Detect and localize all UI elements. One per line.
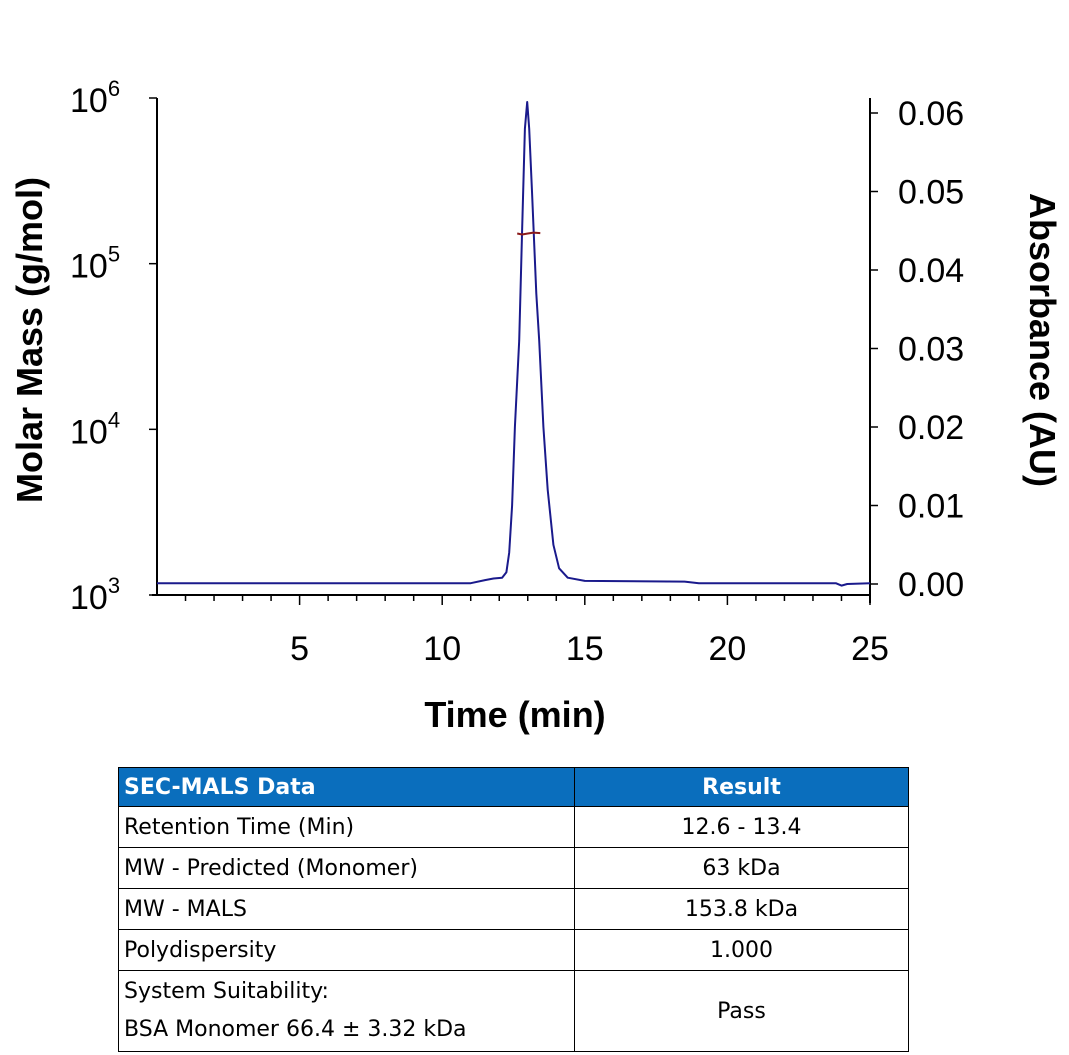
y-right-tick-label: 0.00 (898, 566, 964, 604)
row-label: MW - Predicted (Monomer) (118, 847, 575, 889)
y-right-tick-label: 0.04 (898, 252, 964, 290)
x-axis-title: Time (min) (424, 694, 605, 735)
table-row: Polydispersity 1.000 (118, 929, 909, 971)
row-value: 12.6 - 13.4 (574, 806, 909, 848)
y-left-tick-label: 104 (70, 407, 120, 451)
row-value: 153.8 kDa (574, 888, 909, 930)
x-tick-label: 25 (851, 630, 889, 668)
y-right-tick-label: 0.06 (898, 95, 964, 133)
header-data: SEC-MALS Data (118, 767, 575, 807)
x-tick-label: 10 (423, 630, 461, 668)
x-tick-label: 15 (566, 630, 604, 668)
results-table: SEC-MALS Data Result Retention Time (Min… (118, 767, 909, 1052)
y-right-tick-label: 0.05 (898, 174, 964, 212)
table-header-row: SEC-MALS Data Result (118, 767, 909, 807)
y-left-axis-title: Molar Mass (g/mol) (9, 177, 50, 503)
row-label-line1: System Suitability: (124, 979, 329, 1004)
row-label-line2: BSA Monomer 66.4 ± 3.32 kDa (124, 1017, 467, 1042)
absorbance-line (157, 101, 871, 587)
table-row: MW - Predicted (Monomer) 63 kDa (118, 847, 909, 889)
row-label: System Suitability: BSA Monomer 66.4 ± 3.… (118, 970, 575, 1052)
row-label: MW - MALS (118, 888, 575, 930)
header-result: Result (574, 767, 909, 807)
row-label: Polydispersity (118, 929, 575, 971)
y-right-tick-label: 0.02 (898, 409, 964, 447)
y-left-tick-label: 106 (70, 76, 120, 120)
y-left-tick-label: 105 (70, 242, 120, 286)
row-label: Retention Time (Min) (118, 806, 575, 848)
row-value: Pass (574, 970, 909, 1052)
table-row: System Suitability: BSA Monomer 66.4 ± 3.… (118, 970, 909, 1052)
row-value: 1.000 (574, 929, 909, 971)
y-right-tick-label: 0.03 (898, 331, 964, 369)
table-row: Retention Time (Min) 12.6 - 13.4 (118, 806, 909, 848)
y-right-axis-title: Absorbance (AU) (1022, 193, 1063, 487)
table-row: MW - MALS 153.8 kDa (118, 888, 909, 930)
x-tick-label: 20 (708, 630, 746, 668)
row-value: 63 kDa (574, 847, 909, 889)
sec-mals-chart: 5 10 15 20 25 103 104 105 106 0.00 0.01 0.02 0.03 0.0… (9, 76, 1063, 735)
y-right-tick-label: 0.01 (898, 488, 964, 526)
molar-mass-line (517, 231, 541, 236)
x-tick-label: 5 (290, 630, 309, 668)
y-left-tick-label: 103 (70, 573, 120, 617)
